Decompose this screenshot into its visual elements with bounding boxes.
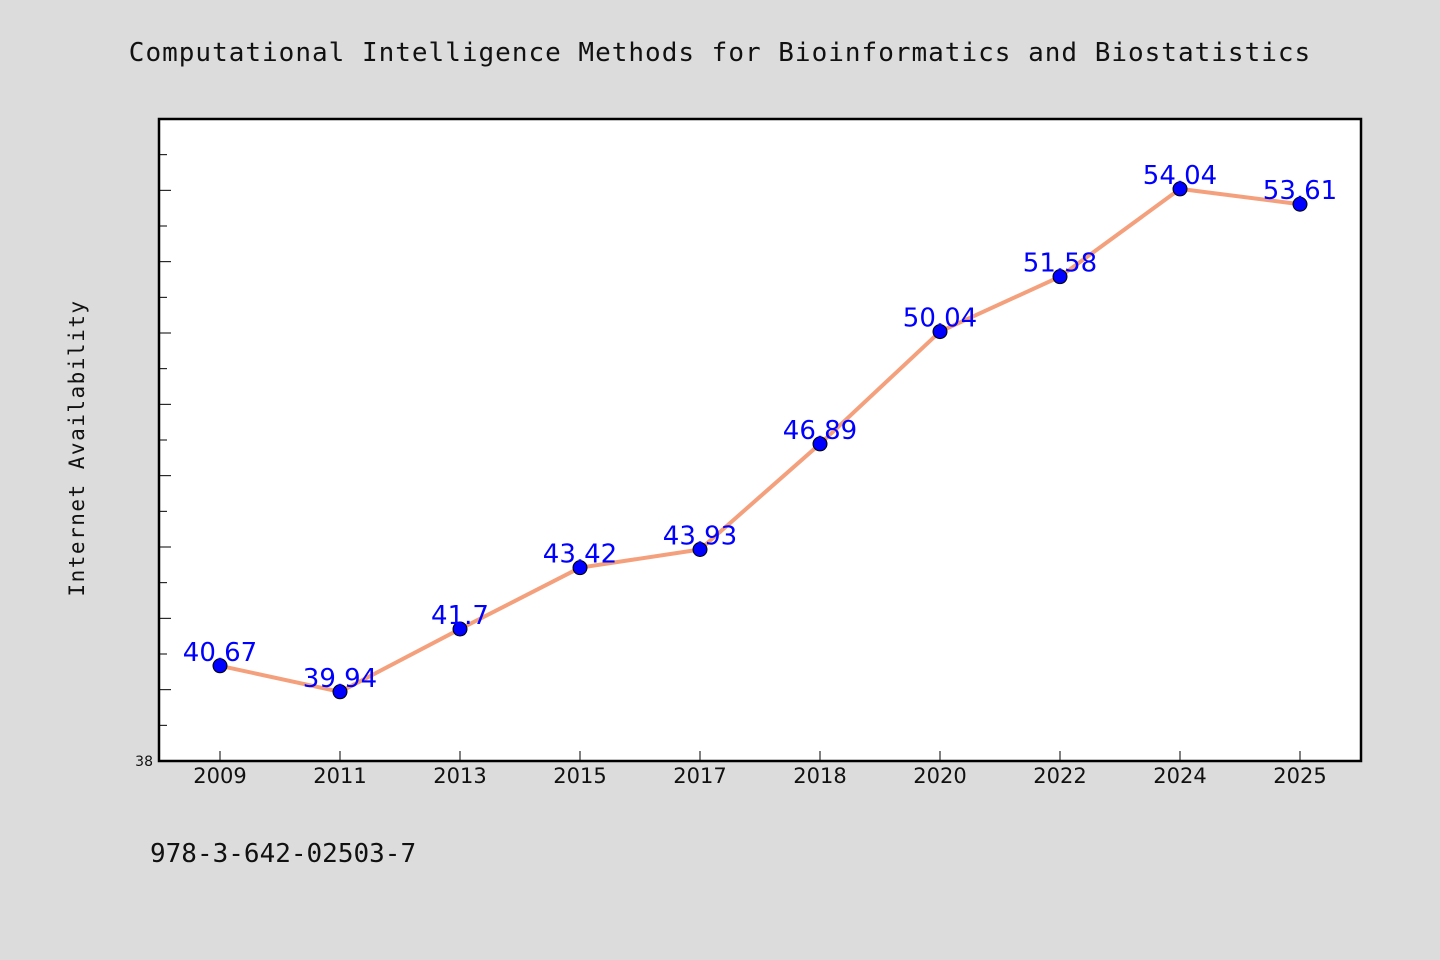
y-axis-label: Internet Availability <box>65 299 89 596</box>
x-axis-ticks: 2009 2011 2013 2015 2017 2018 2020 2022 2024 2025 <box>193 751 1327 788</box>
x-tick-label-9: 2025 <box>1273 764 1326 788</box>
x-tick-label-8: 2024 <box>1153 764 1206 788</box>
data-label-0: 40.67 <box>183 638 257 668</box>
x-tick-label-4: 2017 <box>673 764 726 788</box>
x-tick-label-2: 2013 <box>433 764 486 788</box>
data-label-2: 41.7 <box>431 601 489 631</box>
data-point-2 <box>452 621 468 637</box>
data-labels-layer: 40.67 39.94 41.7 43.42 43.93 46.89 50.04 51.58 5… <box>183 161 1337 694</box>
x-tick-label-1: 2011 <box>313 764 366 788</box>
x-tick-label-6: 2020 <box>913 764 966 788</box>
data-label-1: 39.94 <box>303 664 377 694</box>
data-point-8 <box>1172 181 1188 197</box>
x-tick-label-0: 2009 <box>193 764 246 788</box>
data-point-7 <box>1052 269 1068 285</box>
y-tick-label-0: 38 <box>135 754 153 770</box>
plot-area <box>157 117 1363 763</box>
x-tick-label-5: 2018 <box>793 764 846 788</box>
series-line <box>218 186 1302 694</box>
data-label-8: 54.04 <box>1143 161 1217 191</box>
data-point-0 <box>212 658 228 674</box>
x-tick-label-3: 2015 <box>553 764 606 788</box>
data-point-4 <box>692 541 708 557</box>
data-label-9: 53.61 <box>1263 176 1337 206</box>
y-axis-ticks: 38 <box>135 154 171 770</box>
data-label-5: 46.89 <box>783 416 857 446</box>
data-label-3: 43.42 <box>543 540 617 570</box>
data-point-3 <box>572 560 588 576</box>
chart-title: Computational Intelligence Methods for B… <box>129 38 1311 68</box>
footer-isbn: 978-3-642-02503-7 <box>150 839 416 869</box>
series-layer <box>212 181 1308 700</box>
data-point-9 <box>1292 196 1308 212</box>
x-tick-label-7: 2022 <box>1033 764 1086 788</box>
data-label-7: 51.58 <box>1023 249 1097 279</box>
data-label-6: 50.04 <box>903 304 977 334</box>
data-label-4: 43.93 <box>663 521 737 551</box>
data-point-5 <box>812 436 828 452</box>
data-point-1 <box>332 684 348 700</box>
data-point-6 <box>932 324 948 340</box>
